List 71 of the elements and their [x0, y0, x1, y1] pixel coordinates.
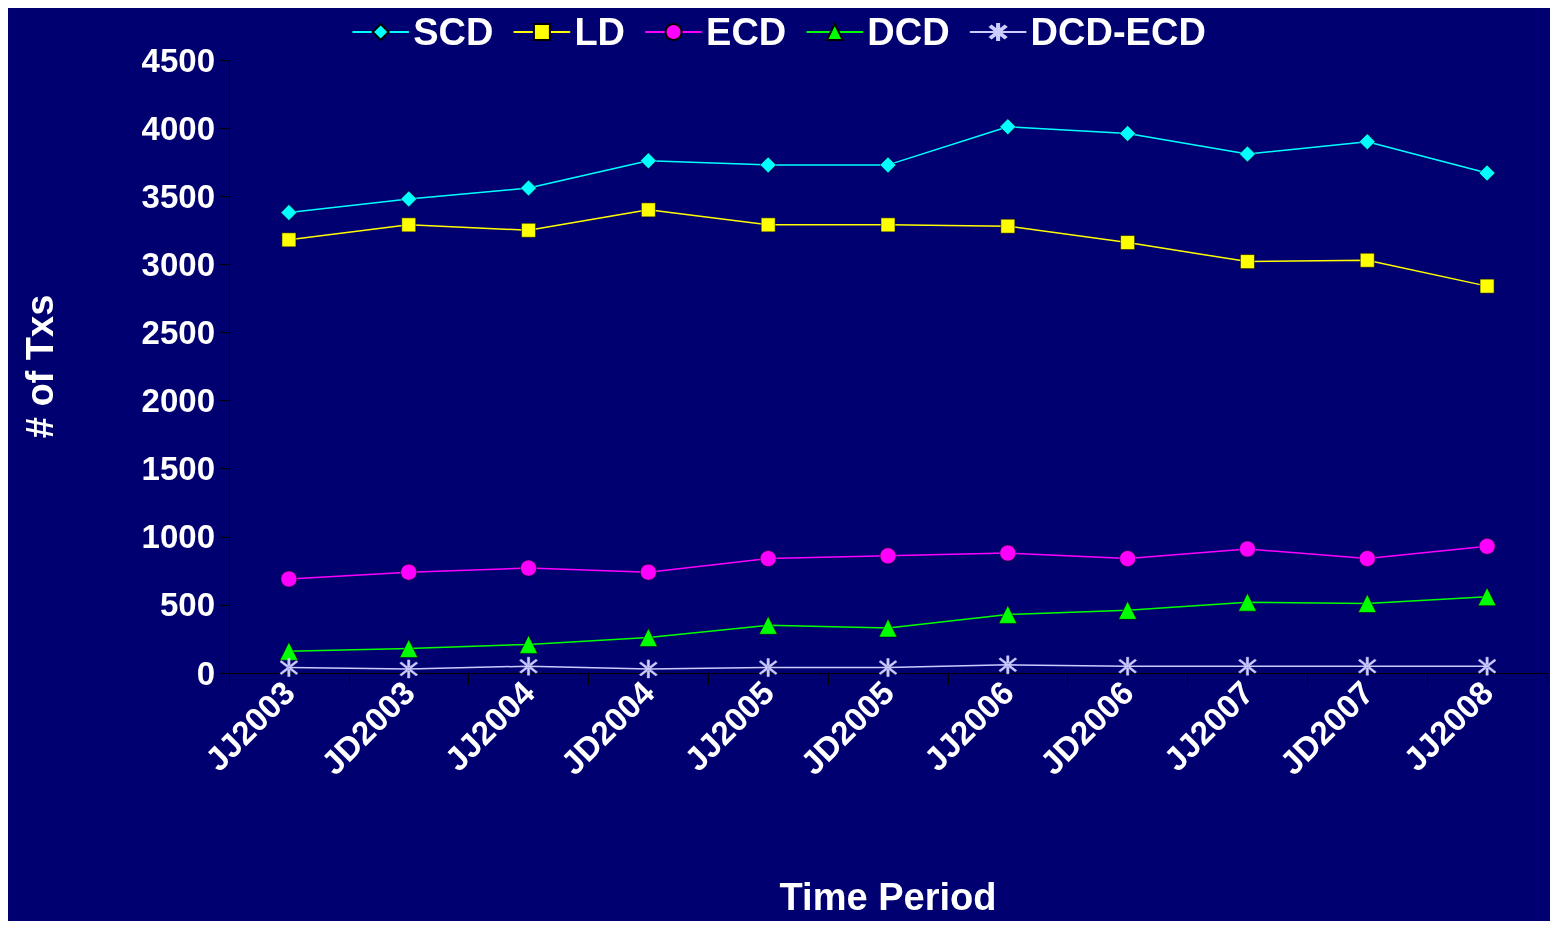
point: [879, 156, 897, 174]
point: [1477, 656, 1497, 676]
point: [640, 152, 657, 170]
point: [1119, 125, 1136, 142]
point: [1478, 538, 1496, 555]
point: [1238, 656, 1257, 676]
point: [1478, 164, 1496, 182]
point: [1359, 133, 1376, 150]
point: [401, 217, 416, 233]
point: [519, 635, 538, 654]
point: [520, 179, 537, 197]
point: [639, 659, 658, 679]
point: [760, 217, 776, 233]
y-tick-label: 500: [159, 586, 215, 624]
point: [279, 641, 299, 661]
legend-label: DCD: [867, 11, 950, 53]
point: [1119, 550, 1136, 567]
point: [878, 658, 898, 677]
point: [280, 204, 298, 221]
point: [1240, 254, 1255, 269]
point: [880, 217, 896, 233]
point: [759, 156, 777, 174]
point: [521, 223, 536, 238]
point: [520, 559, 537, 577]
point: [639, 628, 658, 647]
point: [1358, 594, 1377, 613]
point: [998, 605, 1018, 624]
y-tick-label: 1500: [141, 450, 215, 488]
point: [399, 659, 418, 679]
point: [1238, 592, 1257, 612]
point: [1000, 218, 1016, 234]
point: [999, 118, 1017, 135]
legend-label: DCD-ECD: [1030, 11, 1206, 53]
point: [280, 570, 298, 588]
point: [1359, 550, 1376, 567]
x-axis-title: Time Period: [779, 876, 997, 918]
y-tick-label: 4500: [141, 41, 215, 79]
point: [1239, 145, 1256, 163]
y-tick-label: 2000: [141, 382, 215, 420]
point: [281, 232, 297, 248]
point: [400, 563, 417, 581]
point: [641, 202, 656, 218]
point: [640, 563, 657, 581]
point: [399, 639, 418, 658]
y-tick-label: 3500: [141, 177, 215, 215]
y-axis-title: # of Txs: [19, 294, 61, 439]
point: [279, 658, 299, 677]
point: [400, 190, 417, 208]
point: [1239, 540, 1256, 558]
point: [878, 618, 898, 638]
legend-label: SCD: [413, 11, 494, 53]
y-tick-label: 3000: [141, 245, 215, 283]
point: [1118, 601, 1137, 620]
legend-label: LD: [574, 11, 626, 53]
y-tick-label: 2500: [141, 313, 215, 351]
y-tick-label: 4000: [141, 109, 215, 147]
point: [1479, 278, 1495, 294]
y-tick-label: 1000: [141, 518, 215, 556]
legend-label: ECD: [706, 11, 787, 53]
point: [999, 544, 1017, 562]
point: [1358, 656, 1377, 676]
point: [998, 655, 1018, 675]
point: [519, 656, 538, 676]
point: [879, 547, 897, 565]
point: [758, 658, 778, 677]
point: [1118, 656, 1137, 676]
point: [1360, 253, 1375, 268]
point: [1120, 235, 1135, 250]
point: [758, 616, 778, 635]
point: [759, 550, 777, 567]
point: [1477, 587, 1497, 606]
